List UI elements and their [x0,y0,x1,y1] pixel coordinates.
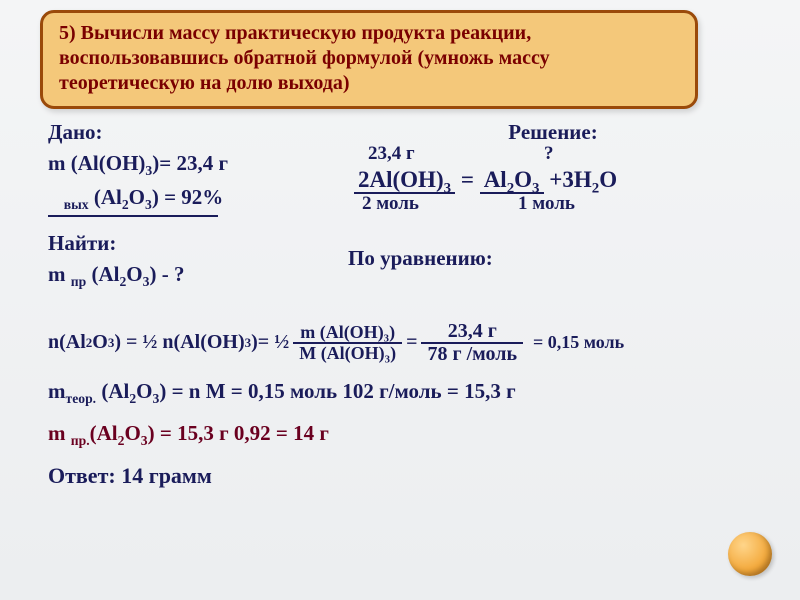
problem-content: Дано: m (Al(OH)3)= 23,4 г вых (Al2O3) = … [48,120,758,489]
given-line-2: вых (Al2O3) = 92% [48,185,348,213]
n-calculation: n(Al2O3) = ½ n(Al(OH)3)= ½ m (Al(OH)₃)M … [48,321,758,365]
solution-block: Решение: 23,4 г ? 2Al(OH)3 = Al2O3 +3H2O… [348,120,758,271]
accent-dot-icon [728,532,772,576]
m-practical: m пр.(Al2O3) = 15,3 г 0,92 = 14 г [48,421,758,449]
fraction-2: 23,4 г78 г /моль [421,321,523,365]
divider [48,215,218,217]
answer: Ответ: 14 грамм [48,463,758,489]
given-block: Дано: m (Al(OH)3)= 23,4 г вых (Al2O3) = … [48,120,348,291]
over-mass: 23,4 г [368,143,415,165]
fraction-1: m (Al(OH)₃)M (Al(OH)₃) [293,323,402,363]
m-theoretical: mтеор. (Al2O3) = n M = 0,15 моль 102 г/м… [48,379,758,407]
over-question: ? [544,143,554,165]
solution-title: Решение: [348,120,758,145]
given-line-1: m (Al(OH)3)= 23,4 г [48,151,348,179]
instruction-callout: 5) Вычисли массу практическую продукта р… [40,10,698,109]
under-left: 2 моль [362,193,419,215]
equation: 23,4 г ? 2Al(OH)3 = Al2O3 +3H2O 2 моль 1… [348,167,758,198]
under-right: 1 моль [518,193,575,215]
by-equation: По уравнению: [348,246,758,271]
given-title: Дано: [48,120,348,145]
instruction-text: 5) Вычисли массу практическую продукта р… [59,21,679,96]
find-title: Найти: [48,231,348,256]
find-line: m пр (Al2O3) - ? [48,262,348,290]
